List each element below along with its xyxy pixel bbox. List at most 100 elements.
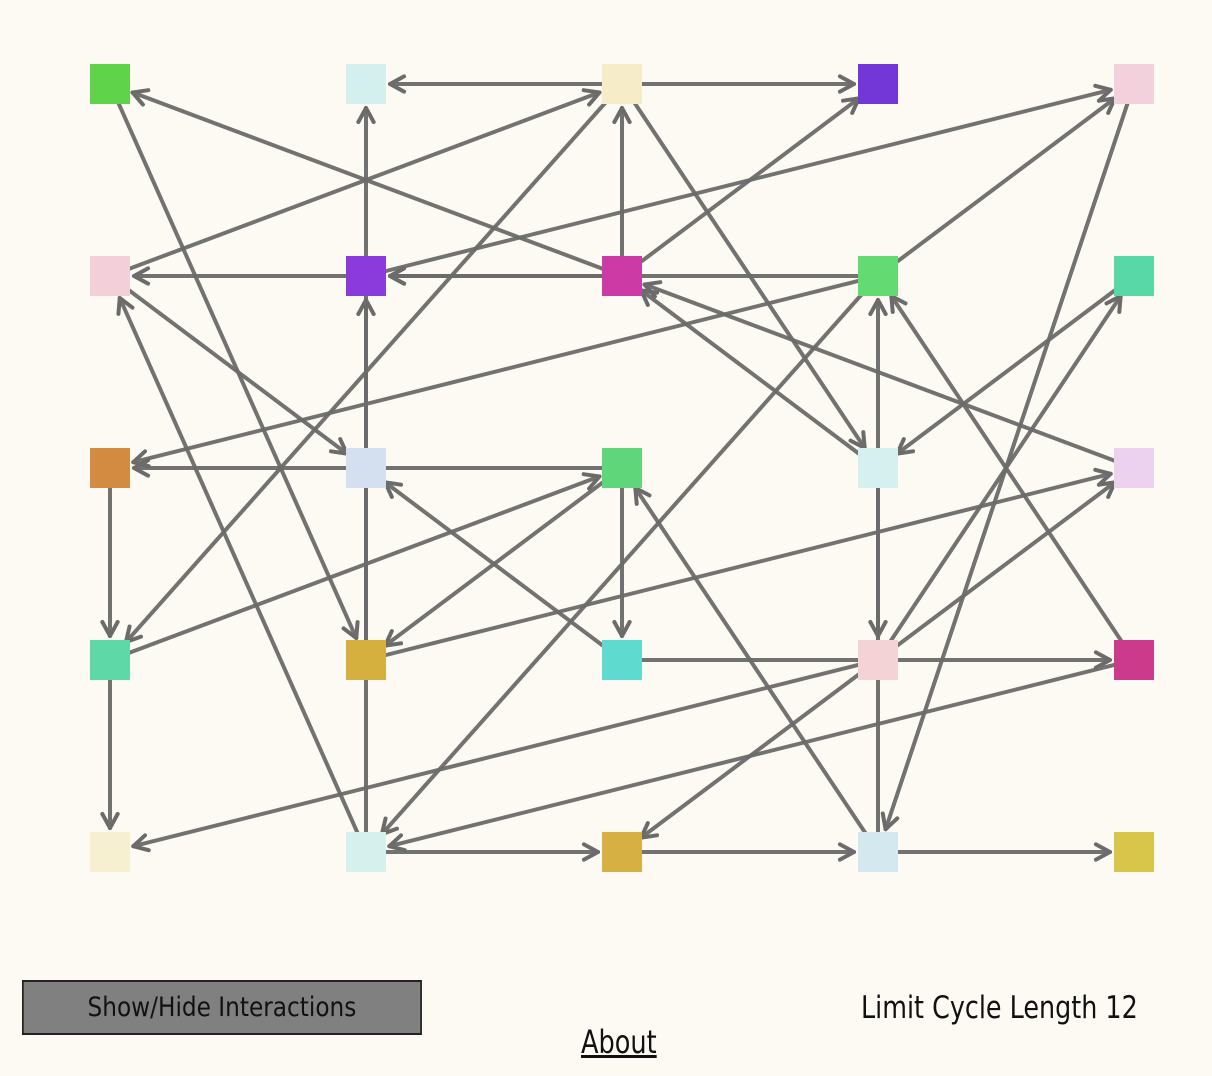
gene-node-r1-c3[interactable] xyxy=(858,256,898,296)
gene-node-r4-c3[interactable] xyxy=(858,832,898,872)
interaction-edge xyxy=(878,293,1123,659)
edge-shaft xyxy=(889,293,1134,659)
edge-shaft xyxy=(879,96,1117,276)
gene-node-r2-c0[interactable] xyxy=(90,448,130,488)
interaction-edge xyxy=(379,276,878,837)
gene-node-r2-c1[interactable] xyxy=(346,448,386,488)
gene-node-r1-c4[interactable] xyxy=(1114,256,1154,296)
gene-node-r3-c4[interactable] xyxy=(1114,640,1154,680)
edge-shaft xyxy=(639,660,877,840)
edge-shaft xyxy=(117,295,367,851)
edge-shaft xyxy=(379,276,878,837)
gene-node-r1-c1[interactable] xyxy=(346,256,386,296)
edge-shaft xyxy=(131,658,877,849)
edge-shaft xyxy=(111,276,349,456)
interaction-edge xyxy=(131,274,877,469)
edge-arrowhead xyxy=(132,266,151,286)
edge-shaft xyxy=(367,87,1113,278)
edge-arrowhead xyxy=(837,842,856,862)
interaction-edge xyxy=(111,88,602,277)
edge-shaft xyxy=(883,85,1135,832)
edge-arrowhead xyxy=(612,106,632,125)
interaction-edge xyxy=(612,106,632,274)
gene-node-r2-c3[interactable] xyxy=(858,448,898,488)
edge-arrowhead xyxy=(880,811,900,832)
gene-node-r4-c4[interactable] xyxy=(1114,832,1154,872)
edge-shaft xyxy=(622,85,867,451)
edge-arrowhead xyxy=(868,619,888,638)
edge-arrowhead xyxy=(1093,650,1112,670)
interaction-edge xyxy=(612,470,632,638)
edge-shaft xyxy=(123,84,622,645)
interaction-edge xyxy=(624,842,856,862)
edge-shaft xyxy=(383,468,621,648)
interaction-edge xyxy=(868,470,888,638)
show-hide-interactions-button[interactable]: Show/Hide Interactions xyxy=(22,980,422,1035)
edge-arrowhead xyxy=(100,811,120,830)
gene-node-r2-c4[interactable] xyxy=(1114,448,1154,488)
edge-arrowhead xyxy=(131,449,151,469)
about-link[interactable]: About xyxy=(581,1023,657,1061)
edge-shaft xyxy=(111,474,602,661)
interaction-edge xyxy=(132,266,364,286)
gene-node-r3-c1[interactable] xyxy=(346,640,386,680)
edge-arrowhead xyxy=(116,295,135,316)
interaction-edge xyxy=(387,658,1133,853)
gene-node-r4-c0[interactable] xyxy=(90,832,130,872)
interaction-edge xyxy=(367,83,1113,278)
edge-arrowhead xyxy=(1093,83,1113,103)
gene-node-r1-c2[interactable] xyxy=(602,256,642,296)
interaction-edges xyxy=(100,74,1147,862)
interaction-edge xyxy=(623,96,861,276)
gene-network-diagram xyxy=(90,64,1154,872)
interaction-edge xyxy=(131,658,877,853)
interaction-edge xyxy=(879,480,1117,660)
edge-arrowhead xyxy=(837,74,856,94)
interaction-edge xyxy=(368,842,600,862)
gene-node-r0-c4[interactable] xyxy=(1114,64,1154,104)
interaction-edge xyxy=(130,88,621,277)
gene-node-r4-c1[interactable] xyxy=(346,832,386,872)
interaction-edge xyxy=(388,74,620,94)
edge-shaft xyxy=(130,90,621,277)
edge-shaft xyxy=(878,293,1123,659)
gene-node-r0-c0[interactable] xyxy=(90,64,130,104)
edge-shaft xyxy=(387,658,1133,849)
edge-arrowhead xyxy=(1093,842,1112,862)
gene-node-r0-c2[interactable] xyxy=(602,64,642,104)
edge-arrowhead xyxy=(581,842,600,862)
interaction-edge xyxy=(880,85,1135,832)
gene-nodes xyxy=(90,64,1154,872)
interaction-edge xyxy=(383,468,621,648)
edge-arrowhead xyxy=(356,106,376,125)
gene-node-r1-c0[interactable] xyxy=(90,256,130,296)
edge-arrowhead xyxy=(581,472,602,491)
interaction-edge xyxy=(100,662,120,830)
edge-shaft xyxy=(131,274,877,465)
edge-arrowhead xyxy=(612,619,632,638)
edge-arrowhead xyxy=(868,298,888,317)
interaction-edge xyxy=(622,85,867,451)
gene-node-r3-c0[interactable] xyxy=(90,640,130,680)
edge-shaft xyxy=(367,471,1113,662)
edge-arrowhead xyxy=(581,88,602,107)
interaction-edge xyxy=(111,472,602,661)
edge-shaft xyxy=(109,85,359,641)
gene-node-r0-c1[interactable] xyxy=(346,64,386,104)
edge-arrowhead xyxy=(341,620,360,641)
edge-shaft xyxy=(895,276,1133,456)
edge-shaft xyxy=(633,485,878,851)
edge-arrowhead xyxy=(131,833,151,853)
edge-shaft xyxy=(879,480,1117,660)
edge-arrowhead xyxy=(387,833,407,853)
interaction-edge xyxy=(383,480,621,660)
gene-node-r3-c3[interactable] xyxy=(858,640,898,680)
gene-node-r4-c2[interactable] xyxy=(602,832,642,872)
edge-shaft xyxy=(111,90,602,277)
edge-arrowhead xyxy=(388,74,407,94)
gene-node-r3-c2[interactable] xyxy=(602,640,642,680)
interaction-edge xyxy=(624,74,856,94)
interaction-edge xyxy=(116,295,367,851)
gene-node-r2-c2[interactable] xyxy=(602,448,642,488)
gene-node-r0-c3[interactable] xyxy=(858,64,898,104)
